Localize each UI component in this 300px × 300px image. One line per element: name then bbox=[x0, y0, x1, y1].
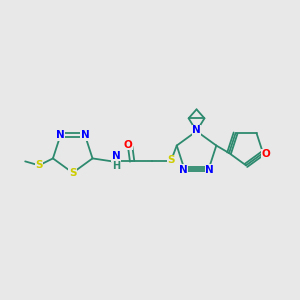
Text: N: N bbox=[56, 130, 65, 140]
Text: N: N bbox=[206, 165, 214, 175]
Text: S: S bbox=[69, 168, 76, 178]
Text: O: O bbox=[124, 140, 133, 149]
Text: N: N bbox=[179, 165, 188, 175]
Text: S: S bbox=[167, 155, 175, 165]
Text: H: H bbox=[112, 161, 120, 171]
Text: N: N bbox=[112, 152, 121, 161]
Text: N: N bbox=[81, 130, 89, 140]
Text: S: S bbox=[35, 160, 43, 170]
Text: N: N bbox=[192, 125, 201, 135]
Text: O: O bbox=[262, 149, 270, 159]
